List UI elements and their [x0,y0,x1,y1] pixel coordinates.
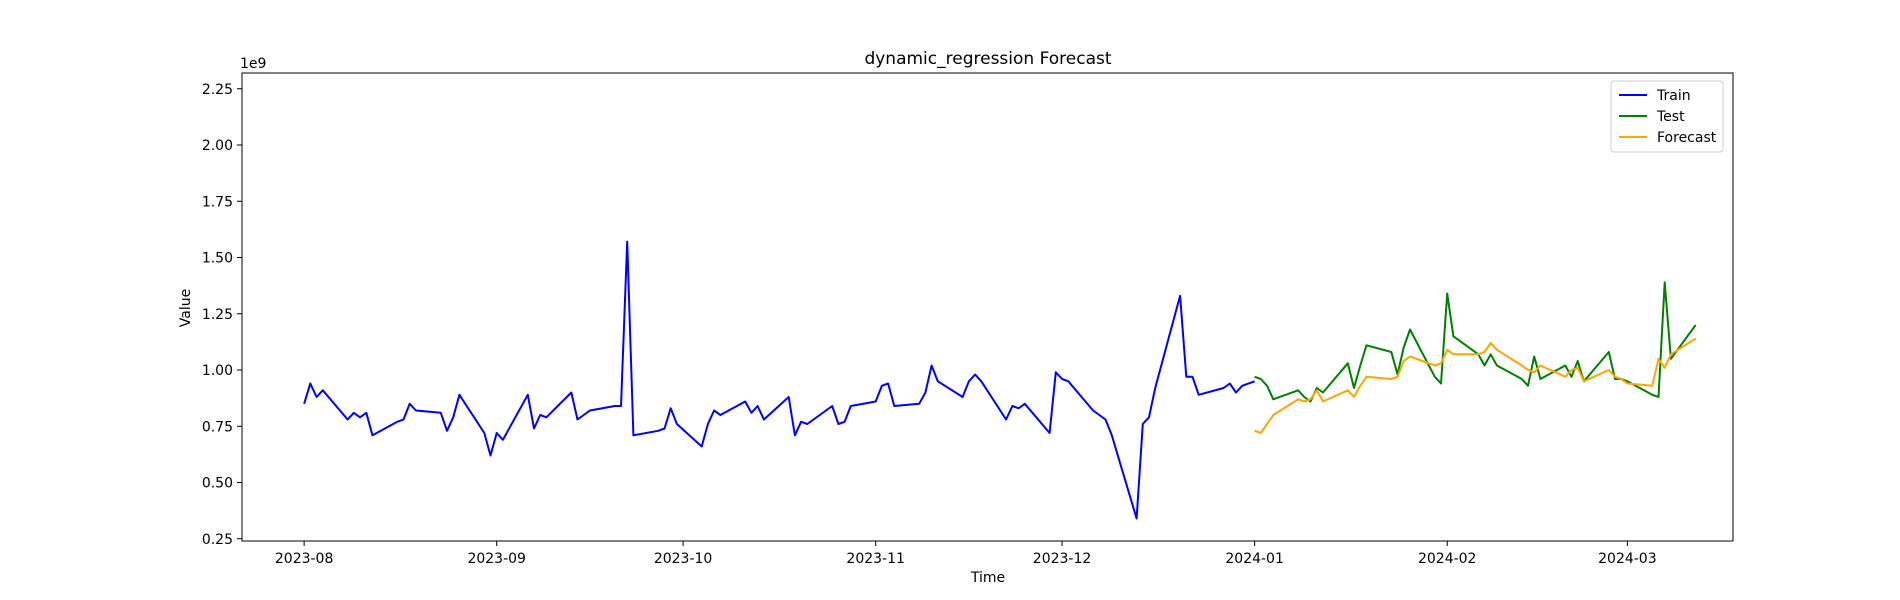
y-tick-label: 2.25 [202,82,233,98]
x-tick-label: 2023-11 [846,551,905,567]
y-tick-label: 1.75 [202,194,233,210]
series-line-forecast [1254,337,1697,434]
x-tick-label: 2023-10 [654,551,713,567]
x-tick-label: 2023-12 [1033,551,1092,567]
y-tick-label: 0.75 [202,419,233,435]
chart-title: dynamic_regression Forecast [864,49,1111,69]
x-tick-label: 2024-03 [1598,551,1657,567]
y-tick-label: 1.00 [202,363,233,379]
legend-label-test: Test [1656,109,1685,125]
plot-area: 2023-08 2023-09 2023-10 2023-11 2023-12 2024-… [202,72,1734,567]
y-tick-label: 0.50 [202,476,233,492]
legend-label-train: Train [1656,88,1691,104]
x-axis-title: Time [970,570,1005,586]
plot-frame [241,72,1734,542]
x-tick-label: 2024-02 [1418,551,1477,567]
series-line-train [303,240,1255,520]
y-offset-label: 1e9 [240,56,266,72]
y-tick-label: 1.25 [202,307,233,323]
x-tick-label: 2023-09 [467,551,526,567]
y-tick-label: 2.00 [202,138,233,154]
y-tick-label: 1.50 [202,251,233,267]
legend-box [1610,80,1724,153]
legend-label-forecast: Forecast [1657,130,1717,146]
x-tick-label: 2023-08 [275,551,334,567]
y-tick-label: 0.25 [202,532,233,548]
x-tick-label: 2024-01 [1225,551,1284,567]
y-axis-title: Value [178,289,194,327]
